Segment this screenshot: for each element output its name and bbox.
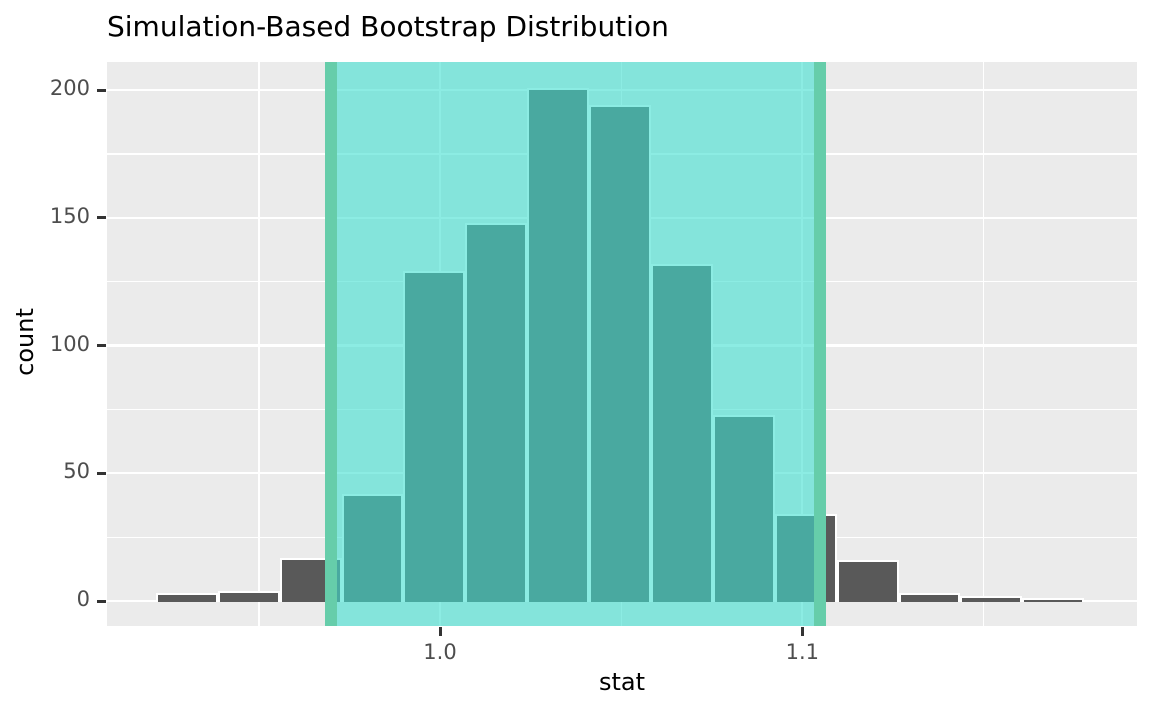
chart-title: Simulation-Based Bootstrap Distribution [107, 10, 669, 43]
histogram-bar [836, 560, 899, 602]
y-tick-mark [97, 471, 106, 475]
y-tick-label: 100 [49, 331, 90, 356]
histogram-bar [155, 593, 218, 602]
histogram-bar [960, 595, 1023, 602]
x-tick-mark [438, 627, 442, 636]
x-minor-gridline [258, 62, 260, 626]
ci-lower-endpoint-line [325, 62, 338, 626]
x-tick-label: 1.1 [785, 640, 819, 664]
x-axis-title: stat [598, 668, 646, 696]
histogram-bar [898, 593, 961, 602]
y-tick-label: 150 [49, 203, 90, 228]
y-tick-label: 200 [49, 76, 90, 101]
y-axis-title: count [11, 308, 39, 376]
x-tick-mark [800, 627, 804, 636]
histogram-bar [1022, 598, 1085, 602]
x-tick-label: 1.0 [423, 640, 457, 664]
y-tick-label: 0 [76, 587, 90, 611]
y-tick-mark [97, 344, 106, 348]
histogram-bar [217, 590, 280, 602]
plot-panel [107, 62, 1137, 626]
ci-upper-endpoint-line [814, 62, 827, 626]
y-tick-mark [97, 216, 106, 220]
y-tick-label: 50 [63, 459, 90, 484]
y-tick-mark [97, 599, 106, 603]
y-tick-mark [97, 88, 106, 92]
x-minor-gridline [982, 62, 985, 626]
confidence-interval-shade [331, 62, 821, 626]
